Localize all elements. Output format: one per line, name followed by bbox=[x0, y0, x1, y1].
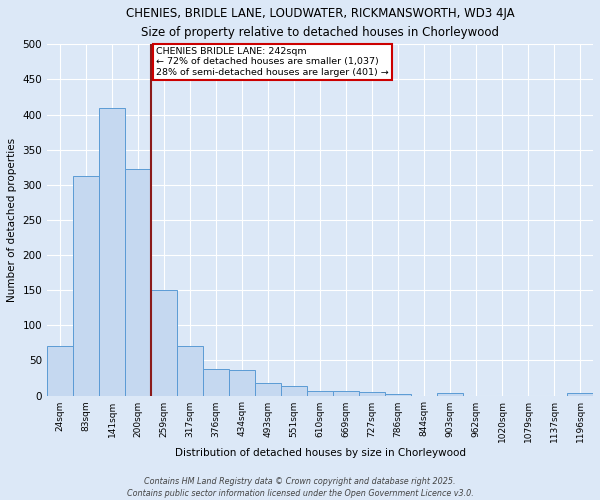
Text: CHENIES BRIDLE LANE: 242sqm
← 72% of detached houses are smaller (1,037)
28% of : CHENIES BRIDLE LANE: 242sqm ← 72% of det… bbox=[156, 47, 389, 77]
Bar bbox=[307, 392, 333, 396]
Bar bbox=[73, 176, 99, 396]
Bar bbox=[151, 290, 177, 396]
Bar bbox=[567, 394, 593, 396]
Bar bbox=[437, 394, 463, 396]
Bar bbox=[177, 346, 203, 396]
Text: Contains HM Land Registry data © Crown copyright and database right 2025.
Contai: Contains HM Land Registry data © Crown c… bbox=[127, 476, 473, 498]
Bar bbox=[385, 394, 411, 396]
X-axis label: Distribution of detached houses by size in Chorleywood: Distribution of detached houses by size … bbox=[175, 448, 466, 458]
Bar bbox=[281, 386, 307, 396]
Title: CHENIES, BRIDLE LANE, LOUDWATER, RICKMANSWORTH, WD3 4JA
Size of property relativ: CHENIES, BRIDLE LANE, LOUDWATER, RICKMAN… bbox=[126, 7, 514, 39]
Bar bbox=[255, 383, 281, 396]
Bar bbox=[229, 370, 255, 396]
Bar bbox=[125, 168, 151, 396]
Y-axis label: Number of detached properties: Number of detached properties bbox=[7, 138, 17, 302]
Bar bbox=[203, 369, 229, 396]
Bar bbox=[333, 392, 359, 396]
Bar bbox=[359, 392, 385, 396]
Bar bbox=[47, 346, 73, 396]
Bar bbox=[99, 108, 125, 396]
